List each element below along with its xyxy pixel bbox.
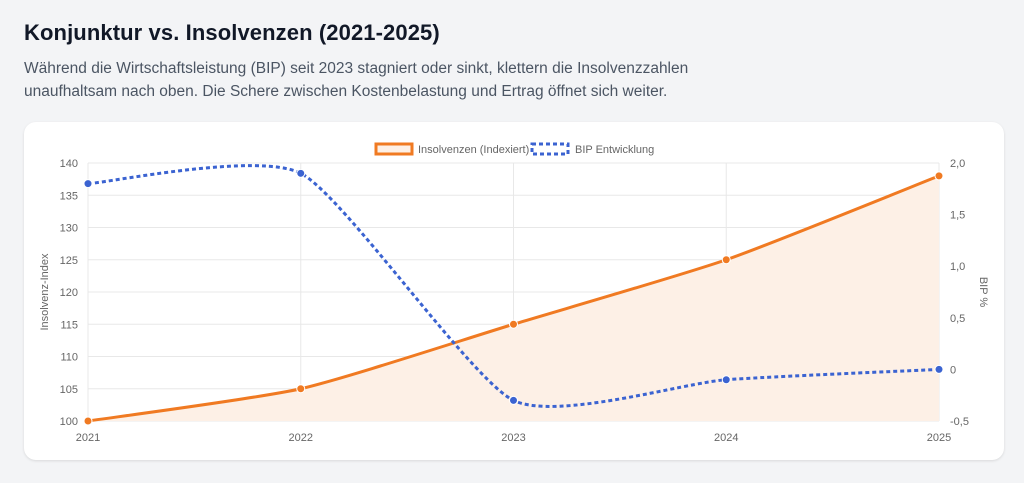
legend-swatch-1	[530, 142, 570, 156]
x-tick-label: 2022	[289, 432, 313, 444]
page-title: Konjunktur vs. Insolvenzen (2021-2025)	[24, 20, 440, 45]
data-point-1	[934, 364, 944, 374]
data-point-1	[296, 168, 306, 178]
x-tick-label: 2025	[927, 432, 951, 444]
legend-swatch-0	[374, 142, 414, 156]
y-left-tick-label: 135	[60, 190, 78, 202]
y-right-tick-label: 0	[950, 364, 956, 376]
data-point-0	[509, 319, 518, 329]
legend-label-0: Insolvenzen (Indexiert)	[418, 144, 529, 156]
y-left-tick-label: 105	[60, 384, 78, 396]
legend-label-1: BIP Entwicklung	[575, 144, 654, 156]
y-left-axis-label: Insolvenz-Index	[39, 253, 51, 331]
y-left-tick-label: 110	[60, 352, 78, 364]
page-description: Während die Wirtschaftsleistung (BIP) se…	[24, 60, 689, 100]
y-left-tick-label: 115	[60, 319, 78, 331]
y-right-tick-label: 2,0	[950, 158, 965, 170]
y-right-tick-label: -0,5	[950, 416, 969, 428]
y-right-tick-label: 0,5	[950, 313, 965, 325]
data-point-1	[721, 375, 731, 385]
x-tick-label: 2021	[76, 432, 100, 444]
y-right-tick-label: 1,5	[950, 210, 965, 222]
x-tick-label: 2024	[714, 432, 738, 444]
y-left-tick-label: 125	[60, 255, 78, 267]
x-tick-label: 2023	[501, 432, 525, 444]
data-point-0	[721, 255, 731, 265]
y-right-axis-label: BIP %	[977, 277, 989, 308]
y-left-tick-label: 100	[60, 416, 78, 428]
data-point-0	[83, 416, 93, 426]
y-left-tick-label: 120	[60, 287, 78, 299]
data-point-0	[296, 384, 306, 394]
data-point-1	[83, 179, 93, 189]
y-left-tick-label: 140	[60, 158, 78, 170]
data-point-0	[934, 171, 944, 181]
series-area-0	[88, 175, 939, 421]
series-line-1	[87, 164, 940, 408]
y-left-tick-label: 130	[60, 223, 78, 235]
y-right-tick-label: 1,0	[950, 261, 965, 273]
data-point-1	[509, 395, 518, 405]
